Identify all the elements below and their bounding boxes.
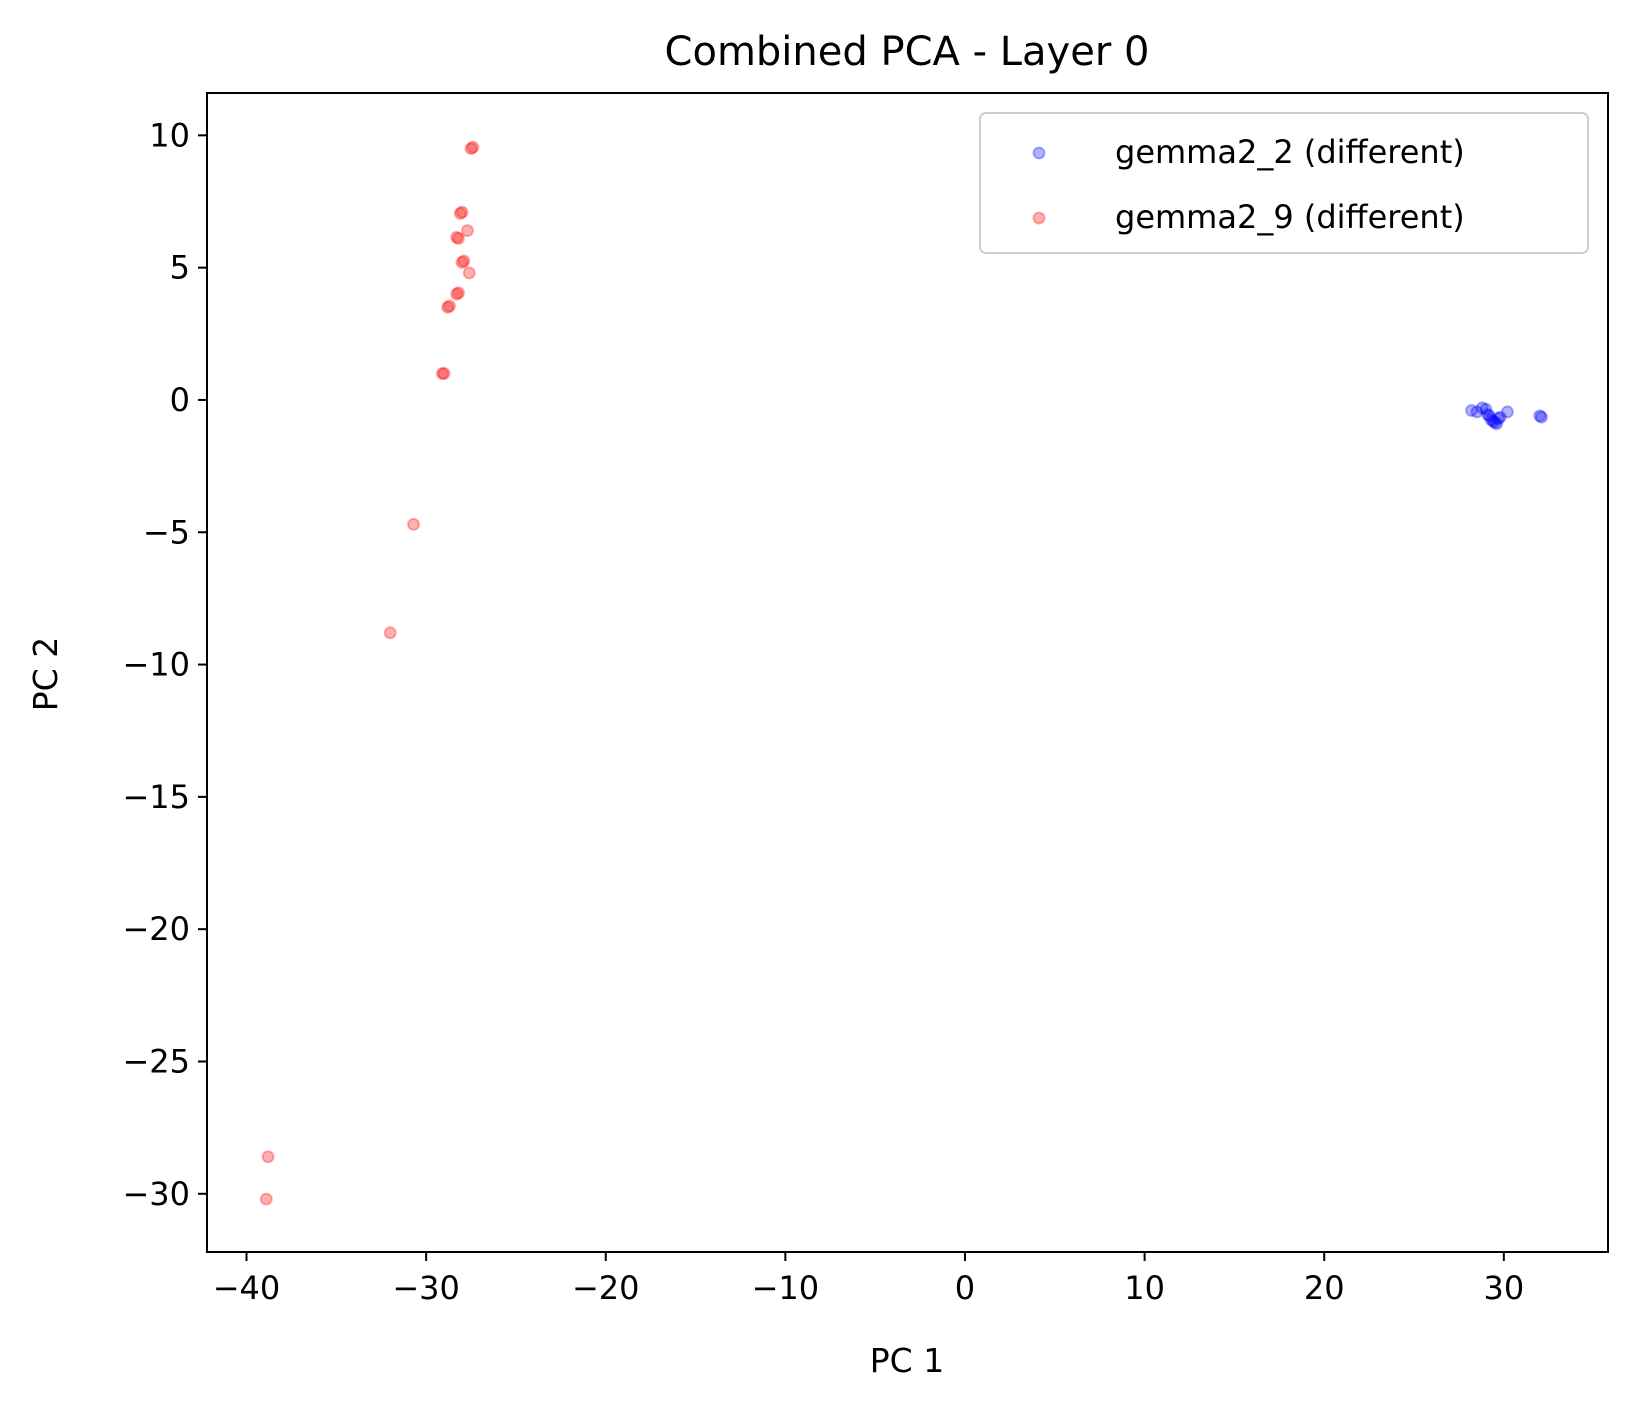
y-axis-label: PC 2: [26, 637, 65, 711]
x-tick-label: −30: [392, 1269, 460, 1307]
legend-label-gemma2-2: gemma2_2 (different): [1115, 133, 1465, 171]
x-tick-label: 20: [1304, 1269, 1345, 1307]
data-point-series-1: [450, 230, 464, 244]
data-point-series-0: [1482, 409, 1496, 423]
y-tick-label: 5: [170, 249, 190, 287]
data-point-series-0: [1488, 415, 1502, 429]
x-axis-label: PC 1: [870, 1341, 944, 1380]
chart-title: Combined PCA - Layer 0: [665, 29, 1150, 75]
y-tick-label: 0: [170, 381, 190, 419]
x-tick-label: −40: [213, 1269, 281, 1307]
plot-area-frame: [206, 92, 1609, 1253]
data-point-series-0: [1481, 408, 1495, 422]
legend: gemma2_2 (different) gemma2_9 (different…: [979, 112, 1589, 254]
data-point-series-0: [1470, 405, 1484, 419]
data-point-series-1: [455, 205, 469, 219]
x-tick-label: −20: [572, 1269, 640, 1307]
data-point-series-0: [1479, 402, 1493, 416]
legend-marker-gemma2-9: [1032, 211, 1046, 225]
data-point-series-0: [1500, 405, 1514, 419]
tick-layer: −40 −30 −20 −10 0 10 20 30 10 5 0 −5 −10 −15 −20 −25 −30: [122, 116, 1524, 1307]
data-point-series-1: [464, 142, 478, 156]
data-point-series-1: [455, 255, 469, 269]
x-tick-label: 10: [1124, 1269, 1165, 1307]
data-point-series-0: [1475, 401, 1489, 415]
data-point-series-1: [451, 286, 465, 300]
data-point-series-1: [451, 232, 465, 246]
y-tick-label: −30: [122, 1175, 190, 1213]
data-point-series-1: [466, 140, 480, 154]
y-tick-label: 10: [149, 116, 190, 154]
data-point-series-0: [1493, 410, 1507, 424]
data-point-series-1: [453, 206, 467, 220]
x-tick-label: −10: [752, 1269, 820, 1307]
data-point-series-1: [441, 300, 455, 314]
data-point-series-1: [261, 1150, 275, 1164]
data-point-series-0: [1535, 410, 1549, 424]
data-point-series-1: [460, 224, 474, 238]
legend-marker-gemma2-2: [1032, 146, 1046, 160]
y-tick-label: −10: [122, 646, 190, 684]
legend-box: [979, 112, 1589, 254]
data-point-series-0: [1533, 409, 1547, 423]
data-point-series-0: [1490, 417, 1504, 431]
y-tick-label: −25: [122, 1042, 190, 1080]
data-point-series-1: [259, 1192, 273, 1206]
data-point-series-1: [457, 254, 471, 268]
data-point-series-1: [435, 366, 449, 380]
data-point-series-1: [383, 626, 397, 640]
data-points-layer: [259, 140, 1549, 1206]
data-point-series-1: [450, 287, 464, 301]
y-tick-label: −5: [143, 513, 190, 551]
x-tick-label: 30: [1483, 1269, 1524, 1307]
data-point-series-0: [1491, 411, 1505, 425]
data-point-series-1: [442, 299, 456, 313]
data-point-series-1: [462, 266, 476, 280]
legend-label-gemma2-9: gemma2_9 (different): [1115, 198, 1465, 236]
data-point-series-0: [1486, 414, 1500, 428]
y-tick-label: −15: [122, 778, 190, 816]
data-point-series-0: [1484, 413, 1498, 427]
data-point-series-0: [1464, 404, 1478, 418]
data-point-series-1: [407, 517, 421, 531]
x-tick-label: 0: [955, 1269, 975, 1307]
data-point-series-1: [437, 366, 451, 380]
y-tick-label: −20: [122, 910, 190, 948]
